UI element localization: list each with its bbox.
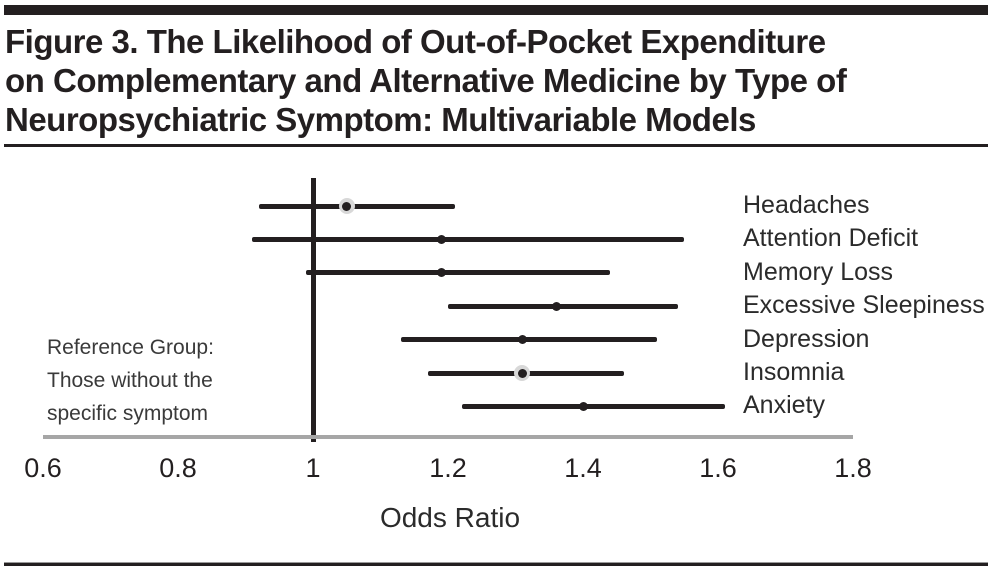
figure-title-line: Neuropsychiatric Symptom: Multivariable … bbox=[5, 101, 756, 138]
x-tick-label: 1.6 bbox=[699, 453, 737, 483]
reference-group-note: Reference Group: Those without the speci… bbox=[47, 331, 214, 430]
figure-title-line: on Complementary and Alternative Medicin… bbox=[5, 62, 847, 99]
odds-ratio-marker bbox=[342, 201, 352, 211]
symptom-label: Depression bbox=[743, 324, 870, 353]
x-tick-label: 0.8 bbox=[159, 453, 197, 483]
note-line: Reference Group: bbox=[47, 336, 214, 359]
x-tick-label: 0.6 bbox=[24, 453, 62, 483]
bottom-rule bbox=[4, 562, 988, 566]
symptom-label: Attention Deficit bbox=[743, 224, 919, 253]
ci-line bbox=[461, 403, 725, 409]
ci-line bbox=[400, 337, 658, 343]
title-divider-rule bbox=[4, 144, 988, 147]
x-tick-label: 1.8 bbox=[834, 453, 872, 483]
odds-ratio-marker bbox=[517, 368, 527, 378]
figure-title-line: Figure 3. The Likelihood of Out-of-Pocke… bbox=[5, 23, 826, 60]
x-tick-label: 1 bbox=[305, 453, 321, 483]
odds-ratio-marker bbox=[551, 301, 561, 311]
figure-title: Figure 3. The Likelihood of Out-of-Pocke… bbox=[5, 22, 965, 139]
symptom-label: Insomnia bbox=[743, 358, 845, 386]
ci-line bbox=[252, 236, 685, 242]
odds-ratio-marker bbox=[436, 268, 446, 278]
x-axis-title: Odds Ratio bbox=[379, 502, 521, 533]
reference-line-or1 bbox=[310, 178, 316, 442]
symptom-label: Memory Loss bbox=[743, 257, 894, 286]
ci-line bbox=[306, 270, 610, 276]
odds-ratio-marker bbox=[436, 234, 446, 244]
note-line: Those without the bbox=[47, 369, 213, 392]
ci-line bbox=[259, 203, 455, 209]
symptom-label: Headaches bbox=[743, 191, 870, 219]
odds-ratio-marker bbox=[578, 401, 588, 411]
note-line: specific symptom bbox=[47, 402, 209, 425]
top-rule bbox=[4, 5, 988, 15]
ci-line bbox=[448, 303, 678, 309]
x-tick-label: 1.2 bbox=[429, 453, 467, 483]
symptom-label: Excessive Sleepiness bbox=[743, 291, 985, 320]
x-tick-label: 1.4 bbox=[564, 453, 602, 483]
x-axis-line bbox=[43, 435, 853, 439]
symptom-label: Anxiety bbox=[743, 391, 825, 420]
odds-ratio-marker bbox=[517, 335, 527, 345]
